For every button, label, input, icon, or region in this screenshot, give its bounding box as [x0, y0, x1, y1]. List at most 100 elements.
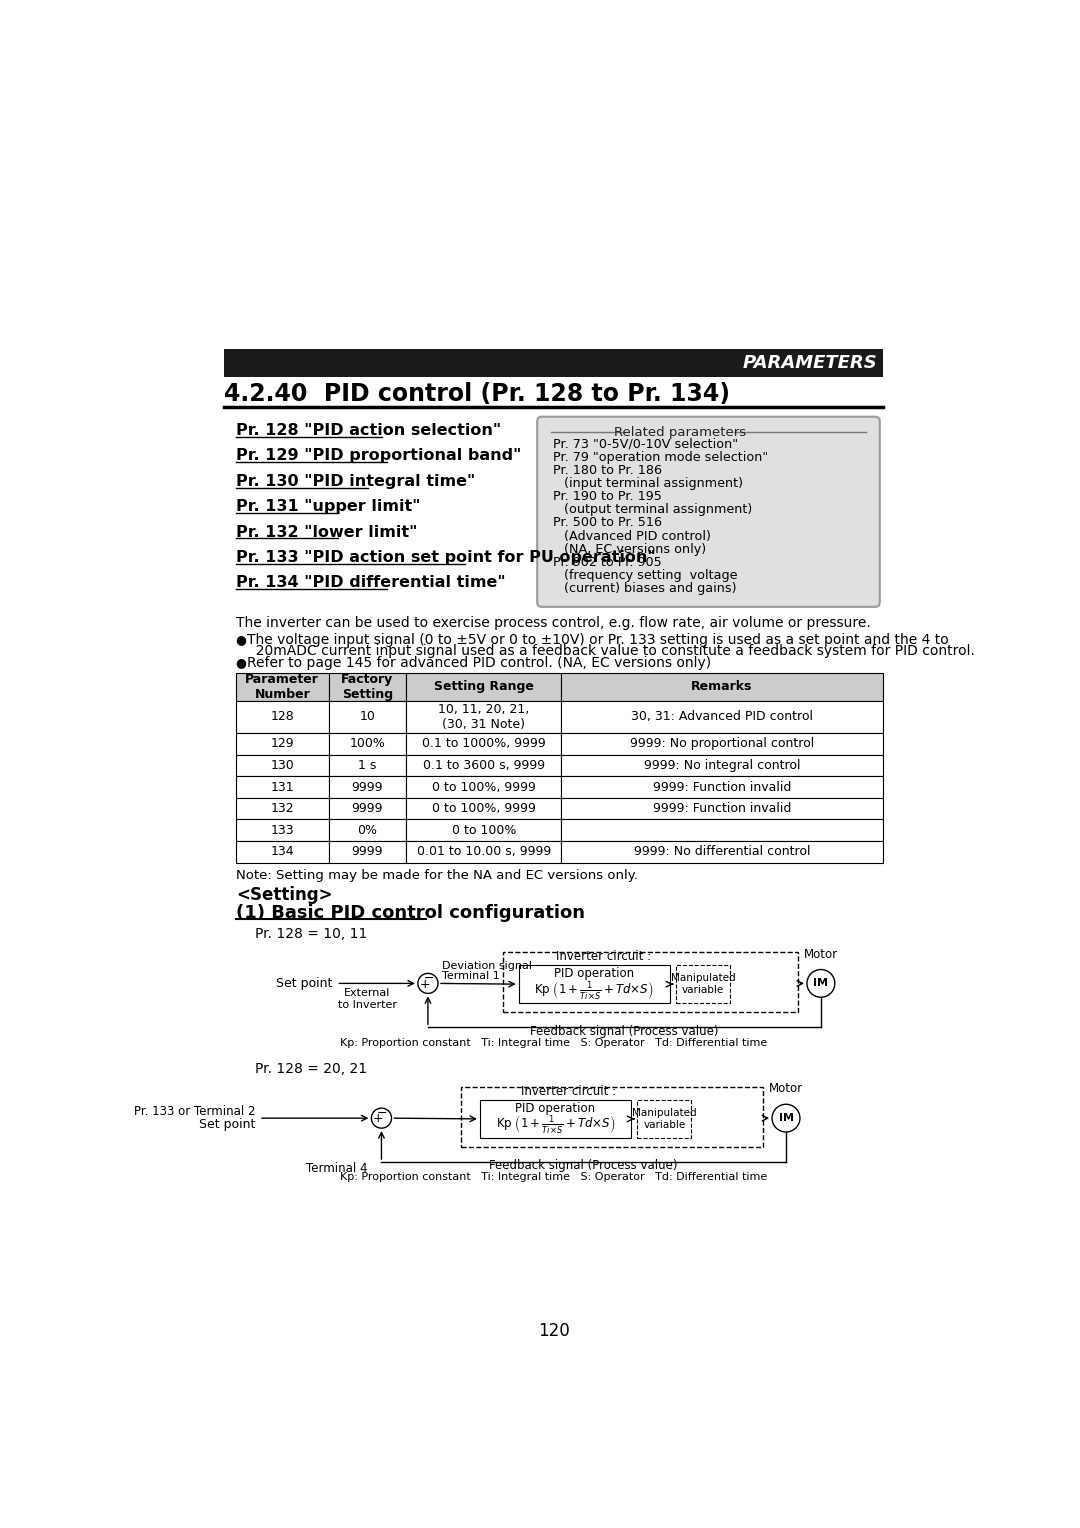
Bar: [406, 672, 562, 701]
Text: Factory
Setting: Factory Setting: [341, 672, 393, 701]
Text: 0%: 0%: [357, 824, 378, 837]
Text: 133: 133: [270, 824, 294, 837]
Text: ●: ●: [235, 656, 246, 669]
Text: PID operation: PID operation: [515, 1102, 595, 1114]
Text: 10, 11, 20, 21,
(30, 31 Note): 10, 11, 20, 21, (30, 31 Note): [438, 703, 529, 730]
Text: Pr. 133 or Terminal 2: Pr. 133 or Terminal 2: [134, 1105, 255, 1118]
Text: −: −: [423, 972, 434, 986]
Text: Manipulated
variable: Manipulated variable: [671, 973, 735, 995]
Bar: [480, 1100, 631, 1138]
Text: Inverter circuit :: Inverter circuit :: [556, 950, 651, 963]
Text: 0 to 100%: 0 to 100%: [451, 824, 516, 837]
Text: The voltage input signal (0 to ±5V or 0 to ±10V) or Pr. 133 setting is used as a: The voltage input signal (0 to ±5V or 0 …: [247, 633, 949, 646]
Text: 0.1 to 1000%, 9999: 0.1 to 1000%, 9999: [422, 738, 545, 750]
Text: Pr. 128 = 10, 11: Pr. 128 = 10, 11: [255, 927, 367, 941]
Bar: [562, 840, 882, 862]
Text: Pr. 128 = 20, 21: Pr. 128 = 20, 21: [255, 1062, 367, 1076]
Text: (frequency setting  voltage: (frequency setting voltage: [564, 568, 737, 582]
Text: +: +: [419, 978, 430, 990]
Text: 30, 31: Advanced PID control: 30, 31: Advanced PID control: [631, 711, 813, 723]
Text: Pr. 132 "lower limit": Pr. 132 "lower limit": [235, 524, 417, 539]
Text: Pr. 902 to Pr. 905: Pr. 902 to Pr. 905: [553, 556, 661, 568]
Bar: [562, 672, 882, 701]
Bar: [406, 701, 562, 733]
Circle shape: [772, 1105, 800, 1132]
Text: Pr. 133 "PID action set point for PU operation": Pr. 133 "PID action set point for PU ope…: [235, 550, 656, 565]
Text: Kp $\left(1+\frac{1}{Ti{\times}S}+Td{\times}S\right)$: Kp $\left(1+\frac{1}{Ti{\times}S}+Td{\ti…: [535, 978, 653, 1001]
Text: PID operation: PID operation: [554, 967, 634, 979]
Text: 20mADC current input signal used as a feedback value to constitute a feedback sy: 20mADC current input signal used as a fe…: [247, 643, 975, 659]
Bar: [235, 840, 328, 862]
Bar: [637, 1100, 691, 1138]
FancyBboxPatch shape: [460, 1086, 762, 1146]
Text: 134: 134: [270, 845, 294, 859]
Text: Feedback signal (Process value): Feedback signal (Process value): [489, 1160, 678, 1172]
Text: 9999: 9999: [352, 781, 383, 793]
Text: 9999: Function invalid: 9999: Function invalid: [653, 802, 792, 814]
Text: Pr. 190 to Pr. 195: Pr. 190 to Pr. 195: [553, 490, 662, 503]
Text: Pr. 79 "operation mode selection": Pr. 79 "operation mode selection": [553, 451, 768, 465]
Text: 0 to 100%, 9999: 0 to 100%, 9999: [432, 802, 536, 814]
Text: Refer to page 145 for advanced PID control. (NA, EC versions only): Refer to page 145 for advanced PID contr…: [247, 656, 712, 671]
Text: Pr. 73 "0-5V/0-10V selection": Pr. 73 "0-5V/0-10V selection": [553, 439, 738, 451]
Bar: [328, 672, 406, 701]
Text: 130: 130: [270, 759, 294, 772]
Text: PARAMETERS: PARAMETERS: [743, 354, 877, 371]
Text: Terminal 1: Terminal 1: [442, 970, 500, 981]
Text: 0.01 to 10.00 s, 9999: 0.01 to 10.00 s, 9999: [417, 845, 551, 859]
Bar: [406, 733, 562, 755]
Text: Feedback signal (Process value): Feedback signal (Process value): [530, 1025, 718, 1038]
Text: +: +: [373, 1112, 383, 1126]
Bar: [562, 798, 882, 819]
Bar: [328, 733, 406, 755]
Bar: [406, 840, 562, 862]
Text: 1 s: 1 s: [359, 759, 377, 772]
Bar: [406, 819, 562, 840]
Text: 4.2.40  PID control (Pr. 128 to Pr. 134): 4.2.40 PID control (Pr. 128 to Pr. 134): [225, 382, 730, 405]
Text: Pr. 129 "PID proportional band": Pr. 129 "PID proportional band": [235, 448, 522, 463]
Bar: [562, 755, 882, 776]
Text: Inverter circuit :: Inverter circuit :: [522, 1085, 617, 1097]
Bar: [562, 701, 882, 733]
Text: 120: 120: [538, 1322, 569, 1340]
Text: Kp: Proportion constant   Ti: Integral time   S: Operator   Td: Differential tim: Kp: Proportion constant Ti: Integral tim…: [340, 1038, 767, 1048]
Text: 9999: 9999: [352, 845, 383, 859]
Text: 0 to 100%, 9999: 0 to 100%, 9999: [432, 781, 536, 793]
Bar: [562, 733, 882, 755]
FancyBboxPatch shape: [537, 417, 880, 607]
Bar: [406, 755, 562, 776]
Text: (output terminal assignment): (output terminal assignment): [564, 503, 752, 516]
Bar: [406, 776, 562, 798]
Text: IM: IM: [813, 978, 828, 989]
Text: 129: 129: [270, 738, 294, 750]
Text: Kp $\left(1+\frac{1}{Ti{\times}S}+Td{\times}S\right)$: Kp $\left(1+\frac{1}{Ti{\times}S}+Td{\ti…: [496, 1114, 616, 1135]
Text: 128: 128: [270, 711, 294, 723]
Text: Terminal 4: Terminal 4: [306, 1161, 367, 1175]
Text: 9999: No integral control: 9999: No integral control: [644, 759, 800, 772]
Bar: [328, 776, 406, 798]
Text: Remarks: Remarks: [691, 680, 753, 694]
Bar: [235, 701, 328, 733]
Text: Set point: Set point: [276, 976, 333, 990]
Text: (Advanced PID control): (Advanced PID control): [564, 530, 711, 542]
Text: Set point: Set point: [199, 1118, 255, 1131]
Text: 131: 131: [270, 781, 294, 793]
Text: Note: Setting may be made for the NA and EC versions only.: Note: Setting may be made for the NA and…: [235, 868, 637, 882]
Text: External
to Inverter: External to Inverter: [338, 989, 397, 1010]
Text: (1) Basic PID control configuration: (1) Basic PID control configuration: [235, 905, 584, 921]
Text: Related parameters: Related parameters: [613, 426, 746, 439]
Bar: [562, 819, 882, 840]
Text: Pr. 130 "PID integral time": Pr. 130 "PID integral time": [235, 474, 475, 489]
FancyBboxPatch shape: [503, 952, 798, 1012]
Circle shape: [372, 1108, 392, 1128]
Text: 9999: 9999: [352, 802, 383, 814]
Text: Setting Range: Setting Range: [434, 680, 534, 694]
Text: Pr. 500 to Pr. 516: Pr. 500 to Pr. 516: [553, 516, 662, 529]
Text: Motor: Motor: [804, 947, 838, 961]
Text: IM: IM: [779, 1112, 794, 1123]
Bar: [235, 733, 328, 755]
Bar: [235, 776, 328, 798]
Text: 9999: Function invalid: 9999: Function invalid: [653, 781, 792, 793]
Bar: [676, 964, 730, 1004]
Bar: [518, 964, 670, 1004]
